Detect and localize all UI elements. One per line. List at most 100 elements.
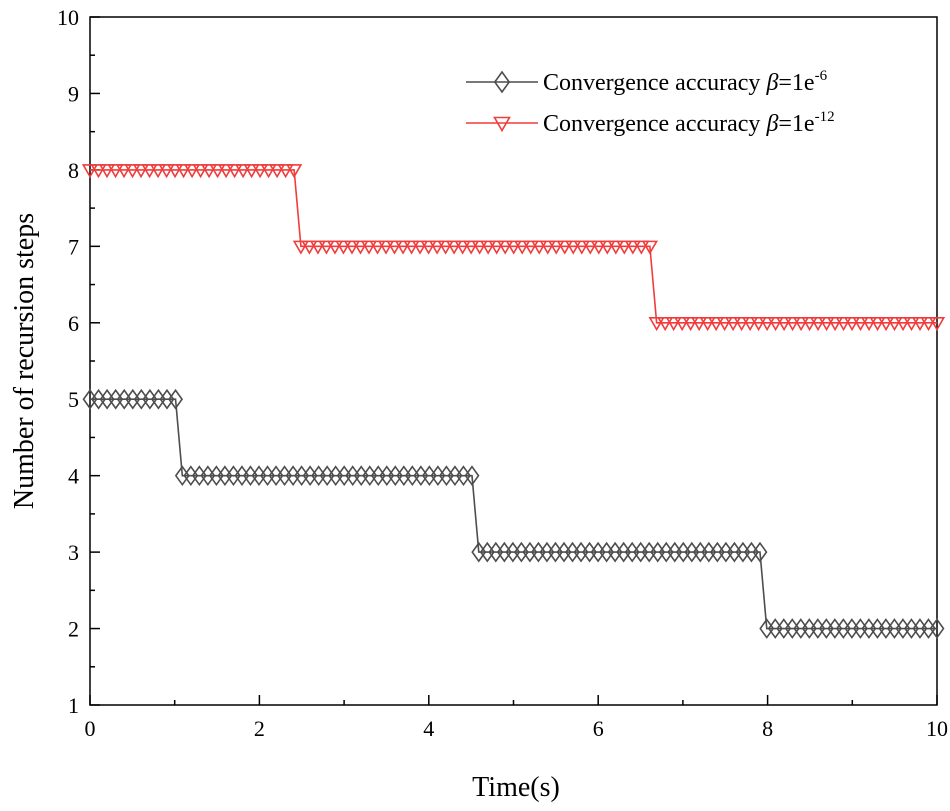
- data-point: [894, 317, 912, 332]
- data-point: [166, 164, 184, 179]
- data-point: [352, 240, 369, 255]
- data-point: [707, 317, 725, 332]
- series-line: [90, 398, 937, 630]
- data-point: [462, 240, 480, 255]
- data-point: [911, 317, 929, 332]
- series-layer: [81, 164, 946, 639]
- data-point: [531, 240, 548, 255]
- legend: Convergence accuracy β=1e-6 Convergence a…: [466, 68, 835, 137]
- data-point: [877, 317, 895, 332]
- series-2: [81, 164, 946, 332]
- data-point: [141, 164, 158, 179]
- data-point: [158, 164, 175, 179]
- data-point: [624, 240, 641, 255]
- data-point: [590, 240, 607, 255]
- data-point: [860, 317, 878, 332]
- data-point: [792, 317, 810, 332]
- data-point: [318, 240, 335, 255]
- data-point: [682, 317, 699, 332]
- data-point: [200, 164, 218, 179]
- data-point: [928, 317, 946, 332]
- y-tick-label: 10: [57, 5, 79, 30]
- data-point: [750, 317, 767, 332]
- data-point: [784, 317, 801, 332]
- data-point: [480, 240, 497, 255]
- data-point: [903, 317, 920, 332]
- data-point: [493, 116, 511, 133]
- x-axis-ticks: 0 2 4 6 8 10: [85, 695, 948, 741]
- data-point: [582, 240, 599, 255]
- data-point: [454, 240, 471, 255]
- y-tick-label: 7: [68, 234, 79, 259]
- data-point: [522, 240, 539, 255]
- data-point: [115, 164, 133, 179]
- data-point: [369, 240, 386, 255]
- data-point: [309, 240, 327, 255]
- data-point: [673, 317, 691, 332]
- data-point: [243, 164, 260, 179]
- data-point: [657, 317, 674, 332]
- data-point: [420, 240, 437, 255]
- series-1: [82, 388, 945, 639]
- data-point: [360, 240, 378, 255]
- data-point: [539, 240, 556, 255]
- data-point: [724, 317, 742, 332]
- data-point: [920, 317, 937, 332]
- data-point: [168, 388, 184, 410]
- data-point: [801, 317, 818, 332]
- data-point: [775, 317, 793, 332]
- data-point: [548, 240, 565, 255]
- data-point: [514, 240, 531, 255]
- y-tick-label: 1: [68, 693, 79, 718]
- data-point: [285, 164, 303, 179]
- data-point: [616, 240, 633, 255]
- data-point: [268, 164, 286, 179]
- legend-item: Convergence accuracy β=1e-12: [466, 109, 835, 137]
- data-point: [386, 240, 403, 255]
- x-axis-label: Time(s): [472, 772, 560, 803]
- x-tick-label: 0: [85, 716, 96, 741]
- data-point: [565, 240, 582, 255]
- data-point: [335, 240, 352, 255]
- data-point: [209, 164, 226, 179]
- data-point: [843, 317, 861, 332]
- data-point: [733, 317, 750, 332]
- data-point: [818, 317, 835, 332]
- y-tick-label: 2: [68, 617, 79, 642]
- y-tick-label: 9: [68, 81, 79, 106]
- data-point: [260, 164, 277, 179]
- data-point: [411, 240, 429, 255]
- data-point: [403, 240, 420, 255]
- data-point: [752, 541, 768, 563]
- data-point: [599, 240, 616, 255]
- data-point: [292, 240, 310, 255]
- y-tick-label: 5: [68, 387, 79, 412]
- plot-area: [89, 16, 938, 706]
- x-tick-label: 2: [254, 716, 265, 741]
- data-point: [377, 240, 395, 255]
- data-point: [665, 317, 682, 332]
- data-point: [493, 70, 511, 94]
- data-point: [192, 164, 209, 179]
- y-tick-label: 4: [68, 464, 79, 489]
- data-point: [183, 164, 201, 179]
- data-point: [633, 240, 650, 255]
- data-point: [835, 317, 852, 332]
- data-point: [226, 164, 243, 179]
- data-point: [573, 240, 590, 255]
- data-point: [471, 240, 488, 255]
- data-point: [234, 164, 252, 179]
- x-tick-label: 4: [423, 716, 434, 741]
- data-point: [758, 317, 776, 332]
- data-point: [809, 317, 827, 332]
- data-point: [251, 164, 269, 179]
- data-point: [445, 240, 463, 255]
- data-point: [277, 164, 294, 179]
- data-point: [217, 164, 235, 179]
- legend-item: Convergence accuracy β=1e-6: [466, 68, 828, 96]
- data-point: [301, 240, 318, 255]
- data-point: [437, 240, 454, 255]
- data-point: [175, 164, 192, 179]
- data-point: [98, 164, 116, 179]
